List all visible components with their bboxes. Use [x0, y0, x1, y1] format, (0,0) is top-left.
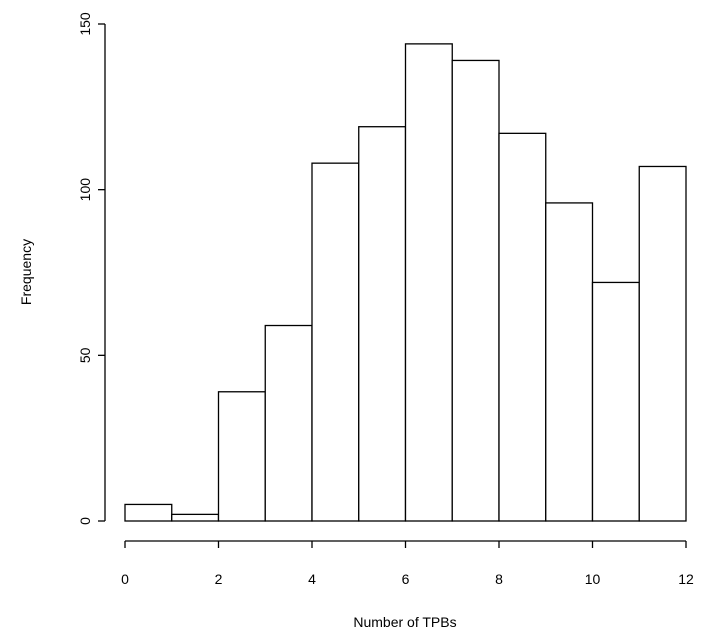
histogram-bar	[591, 281, 640, 522]
y-axis: 0 50 100 150	[77, 12, 106, 525]
x-tick-label: 12	[678, 571, 694, 587]
histogram-bar	[358, 126, 407, 522]
x-tick-label: 8	[495, 571, 503, 587]
y-tick-label: 150	[77, 12, 93, 36]
histogram-bar	[404, 43, 453, 522]
y-tick-label: 50	[77, 347, 93, 363]
histogram-bar	[498, 132, 547, 522]
y-axis-title: Frequency	[18, 239, 34, 305]
x-tick-label: 6	[402, 571, 410, 587]
x-tick-label: 0	[121, 571, 129, 587]
histogram-bar	[311, 162, 360, 522]
histogram-bar	[217, 391, 266, 522]
bars-group	[124, 43, 687, 522]
histogram-bar	[264, 324, 313, 522]
histogram-bar	[638, 165, 687, 522]
x-tick-label: 4	[308, 571, 316, 587]
x-tick-label: 2	[215, 571, 223, 587]
histogram-bar	[451, 59, 500, 522]
y-tick-label: 100	[77, 178, 93, 202]
histogram-bar	[171, 513, 220, 522]
histogram-bar	[545, 202, 594, 522]
y-tick-label: 0	[77, 517, 93, 525]
x-tick-label: 10	[585, 571, 601, 587]
histogram-bar	[124, 503, 173, 522]
x-axis: 0 2 4 6 8 10 12	[121, 540, 694, 587]
x-axis-title: Number of TPBs	[353, 614, 456, 630]
